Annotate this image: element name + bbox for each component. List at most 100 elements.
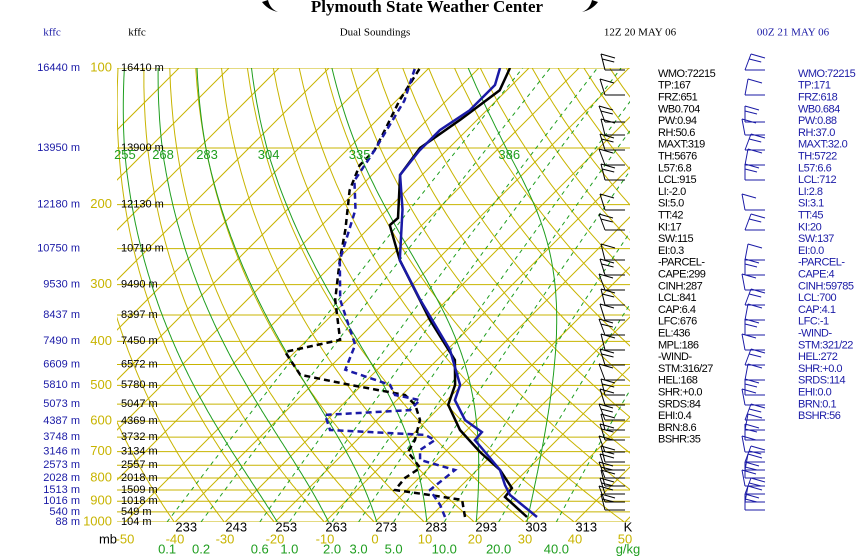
theta-e-label: 386 [498,147,520,162]
wind-barb [744,288,752,306]
wind-barb [599,133,606,151]
index-line: RH:50.6 [658,127,695,139]
moist-adiabat [251,68,428,522]
wind-barb [744,428,758,433]
index-line: CAPE:4 [798,269,835,281]
wind-barb [741,469,746,487]
height-label: 3732 m [121,431,158,443]
dry-adiabat [324,68,630,491]
wind-barb [599,193,615,199]
index-line: CAP:4.1 [798,304,836,316]
index-line: LI:2.8 [798,186,823,198]
temperature-label: 10 [418,531,432,546]
wind-barb [598,213,606,231]
height-label: 9490 m [121,279,158,291]
height-label: 7450 m [121,335,158,347]
wind-barb [741,435,746,453]
index-line: SI:5.0 [658,198,684,210]
wind-barb [747,148,763,154]
wind-barb [600,493,606,511]
index-line: BRN:0.1 [798,398,836,410]
wind-barb [741,273,746,291]
theta-label: 283 [425,519,447,534]
wind-barb [741,469,757,475]
temperature-profile [398,68,538,518]
wind-barb [600,288,606,306]
height-label: 6572 m [121,358,158,370]
index-line: -WIND- [798,328,832,340]
chart-title: Plymouth State Weather Center [311,0,544,16]
isotherm [117,68,480,431]
wind-barb [598,148,606,166]
index-line: TT:42 [658,210,683,222]
index-line: SRDS:84 [658,398,701,410]
index-line: SHR:+0.0 [658,387,702,399]
index-line: TH:5722 [798,151,837,163]
wind-barb [601,138,614,143]
subtitle: Dual Soundings [340,27,411,39]
index-line: KI:17 [658,221,682,233]
moist-adiabat [331,68,480,522]
height-label: 7490 m [43,335,80,347]
wind-barb [602,498,615,503]
pressure-label: 900 [90,493,112,508]
dry-adiabat [221,68,475,522]
index-line: CAPE:299 [658,269,706,281]
pressure-label: 500 [90,377,112,392]
height-label: 1018 m [121,495,158,507]
index-line: STM:316/27 [658,363,713,375]
wind-barb [744,78,749,96]
wind-barb [744,323,758,328]
wind-barb [747,453,763,459]
index-line: WB0.684 [798,103,840,115]
wind-barb [744,348,752,366]
index-line: SRDS:114 [798,375,846,387]
wind-barb [750,403,766,409]
wind-barb [602,168,615,173]
dry-adiabat [350,68,630,454]
wind-barb [749,450,762,455]
height-label: 5073 m [43,398,80,410]
wind-barb [602,383,615,388]
station-label: kffc [43,27,61,39]
wind-barb [599,303,615,309]
station-label: kffc [128,27,146,39]
mixing-ratio-label: 2.0 [323,541,341,556]
isotherm [117,68,230,181]
isotherm [424,316,630,522]
wind-barb [744,168,758,173]
index-line: EI:0.3 [658,245,684,257]
wind-barb [598,403,614,409]
wind-barb [600,413,616,419]
index-line: LCL:700 [798,292,836,304]
height-label: 3146 m [43,446,80,458]
wind-barb [600,323,613,328]
height-label: 5780 m [121,379,158,391]
wind-barb [600,243,606,261]
moist-adiabat [196,68,378,522]
isotherm [274,166,630,522]
index-line: L57:6.8 [658,162,692,174]
isotherm [117,68,530,481]
wind-barb [741,388,746,406]
theta-label: 273 [375,519,397,534]
index-line: TT:45 [798,210,823,222]
wind-barb [600,378,616,384]
index-line: CINH:59785 [798,280,854,292]
wind-barb [744,258,760,264]
dry-adiabat [428,68,630,347]
wind-barb [598,461,614,467]
wind-barb [598,105,606,123]
wind-barb [741,435,757,441]
index-line: MPL:186 [658,339,699,351]
wind-barb [744,383,758,388]
dry-adiabat [117,68,275,522]
wind-barb [599,258,615,264]
wind-barb [744,263,758,268]
index-line: LI:-2.0 [658,186,686,198]
index-line: SW:137 [798,233,834,245]
index-line: SI:3.1 [798,198,824,210]
height-label: 12130 m [121,199,164,211]
index-line: PW:0.88 [798,115,837,127]
height-label: 9530 m [43,279,80,291]
